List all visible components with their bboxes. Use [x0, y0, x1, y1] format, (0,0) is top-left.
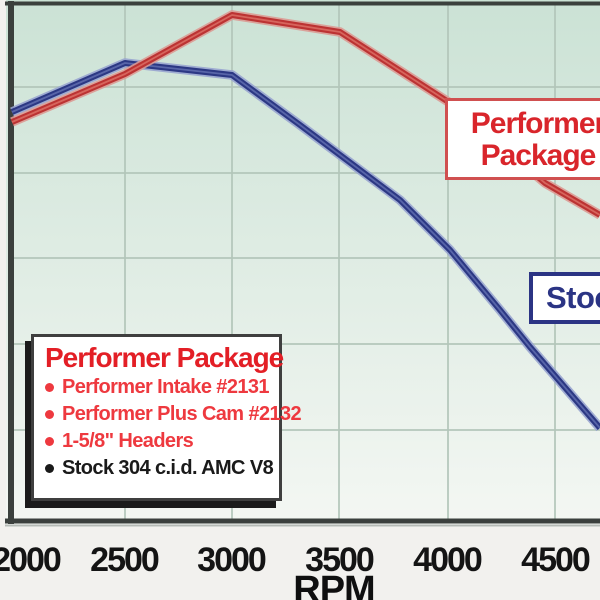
x-tick-3000: 3000 [197, 541, 267, 579]
performer-curve-highlight [11, 14, 600, 216]
x-tick-4500: 4500 [521, 541, 591, 579]
x-tick-4000: 4000 [413, 541, 483, 579]
x-tick-3500: 3500 [305, 541, 375, 579]
bullet-icon [45, 383, 54, 392]
bullet-icon [45, 410, 54, 419]
stock-callout-label: Stock [546, 280, 600, 315]
legend-item-list: Performer Intake #2131 Performer Plus Cam… [45, 374, 302, 482]
x-axis-label: RPM [293, 569, 375, 600]
x-tick-2500: 2500 [90, 541, 160, 579]
legend-title: Performer Package [45, 342, 284, 373]
legend-item: 1-5/8" Headers [45, 428, 273, 455]
stock-callout: Stock [529, 272, 600, 324]
bullet-icon [45, 464, 54, 473]
x-tick-2000: 2000 [0, 541, 62, 579]
legend-item: Performer Intake #2131 [45, 374, 273, 401]
performer-package-callout: Performer Package [445, 98, 600, 180]
legend-item-label: Stock 304 c.i.d. AMC V8 [62, 457, 274, 479]
legend-item: Performer Plus Cam #2132 [45, 401, 302, 428]
performer-callout-line2: Package [480, 139, 597, 172]
performer-callout-line1: Performer [470, 107, 600, 140]
legend-item-label: Performer Plus Cam #2132 [62, 403, 302, 425]
bullet-icon [45, 437, 54, 446]
stock-curve-highlight [11, 62, 600, 429]
legend-item-label: Performer Intake #2131 [62, 376, 270, 398]
legend-item-label: 1-5/8" Headers [62, 430, 194, 452]
legend-box: Performer Package Performer Intake #2131… [31, 334, 302, 501]
legend-item: Stock 304 c.i.d. AMC V8 [45, 455, 274, 482]
